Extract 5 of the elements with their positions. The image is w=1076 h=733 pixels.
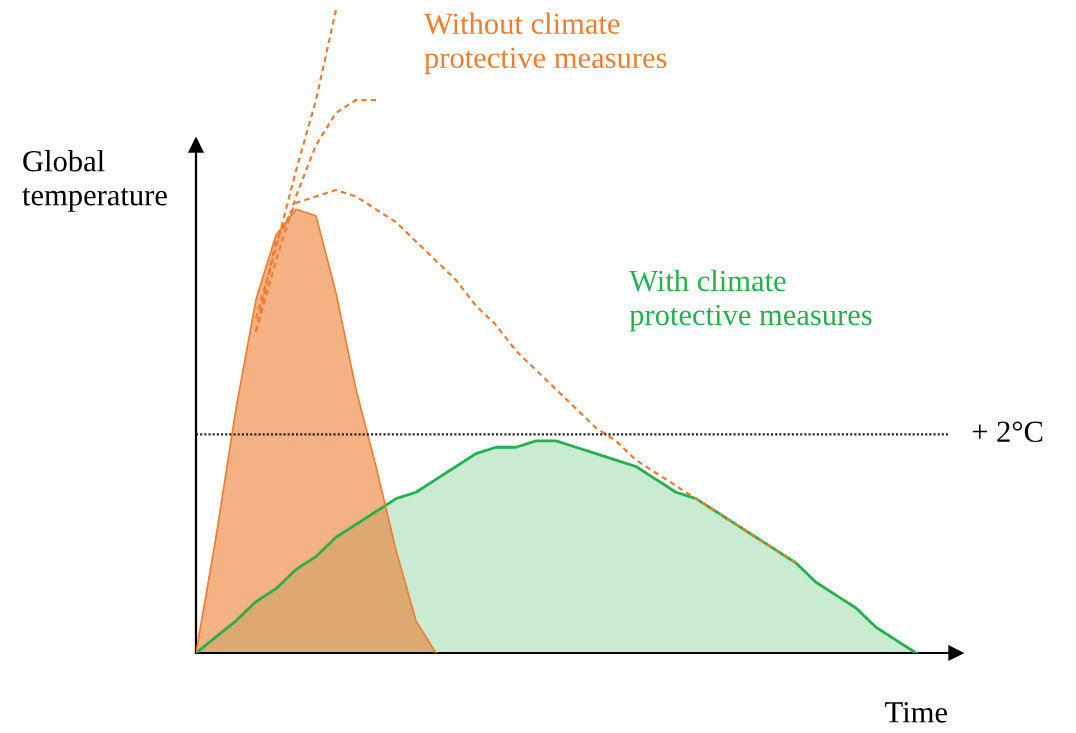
ref-line-label: + 2°C <box>972 421 1043 443</box>
text: Without climate protective measures <box>424 12 667 75</box>
text: With climate protective measures <box>629 269 872 332</box>
y-axis-title: Global temperature <box>22 150 167 212</box>
x-axis-title: Time <box>885 702 947 723</box>
